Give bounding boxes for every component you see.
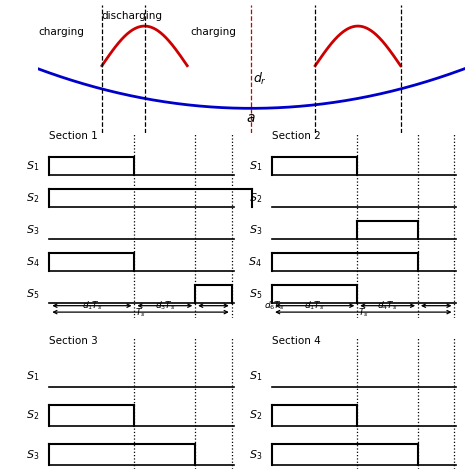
Text: $S_{2}$: $S_{2}$	[249, 191, 262, 205]
Text: $S_{1}$: $S_{1}$	[26, 159, 39, 173]
Text: $S_{5}$: $S_{5}$	[249, 287, 262, 301]
Text: discharging: discharging	[101, 11, 162, 21]
Text: charging: charging	[38, 27, 84, 37]
Text: $S_{3}$: $S_{3}$	[26, 223, 39, 237]
Text: Section 1: Section 1	[49, 131, 98, 141]
Text: $S_{2}$: $S_{2}$	[26, 191, 39, 205]
Text: Section 4: Section 4	[272, 336, 321, 346]
Text: Section 2: Section 2	[272, 131, 321, 141]
Text: $d_r$: $d_r$	[253, 71, 267, 87]
Text: $d_1T_s$: $d_1T_s$	[304, 300, 325, 312]
Text: $S_{5}$: $S_{5}$	[26, 287, 39, 301]
Text: $d_6T_s$: $d_6T_s$	[264, 300, 284, 312]
Text: $T_s$: $T_s$	[358, 306, 369, 319]
Text: Section 3: Section 3	[49, 336, 98, 346]
Text: $a$: $a$	[246, 111, 256, 125]
Text: $S_{2}$: $S_{2}$	[26, 409, 39, 422]
Text: $S_{1}$: $S_{1}$	[249, 159, 262, 173]
Text: $d_1T_s$: $d_1T_s$	[82, 300, 102, 312]
Text: $d_4T_s$: $d_4T_s$	[377, 300, 398, 312]
Text: $S_{4}$: $S_{4}$	[248, 255, 262, 269]
Text: $S_{4}$: $S_{4}$	[26, 255, 39, 269]
Text: $S_{3}$: $S_{3}$	[249, 223, 262, 237]
Text: $S_{2}$: $S_{2}$	[249, 409, 262, 422]
Text: $S_{3}$: $S_{3}$	[249, 448, 262, 462]
Text: charging: charging	[190, 27, 236, 37]
Text: $S_{3}$: $S_{3}$	[26, 448, 39, 462]
Text: $d_3T_s$: $d_3T_s$	[155, 300, 175, 312]
Text: $S_{1}$: $S_{1}$	[249, 370, 262, 383]
Text: $T_s$: $T_s$	[135, 306, 146, 319]
Text: $S_{1}$: $S_{1}$	[26, 370, 39, 383]
